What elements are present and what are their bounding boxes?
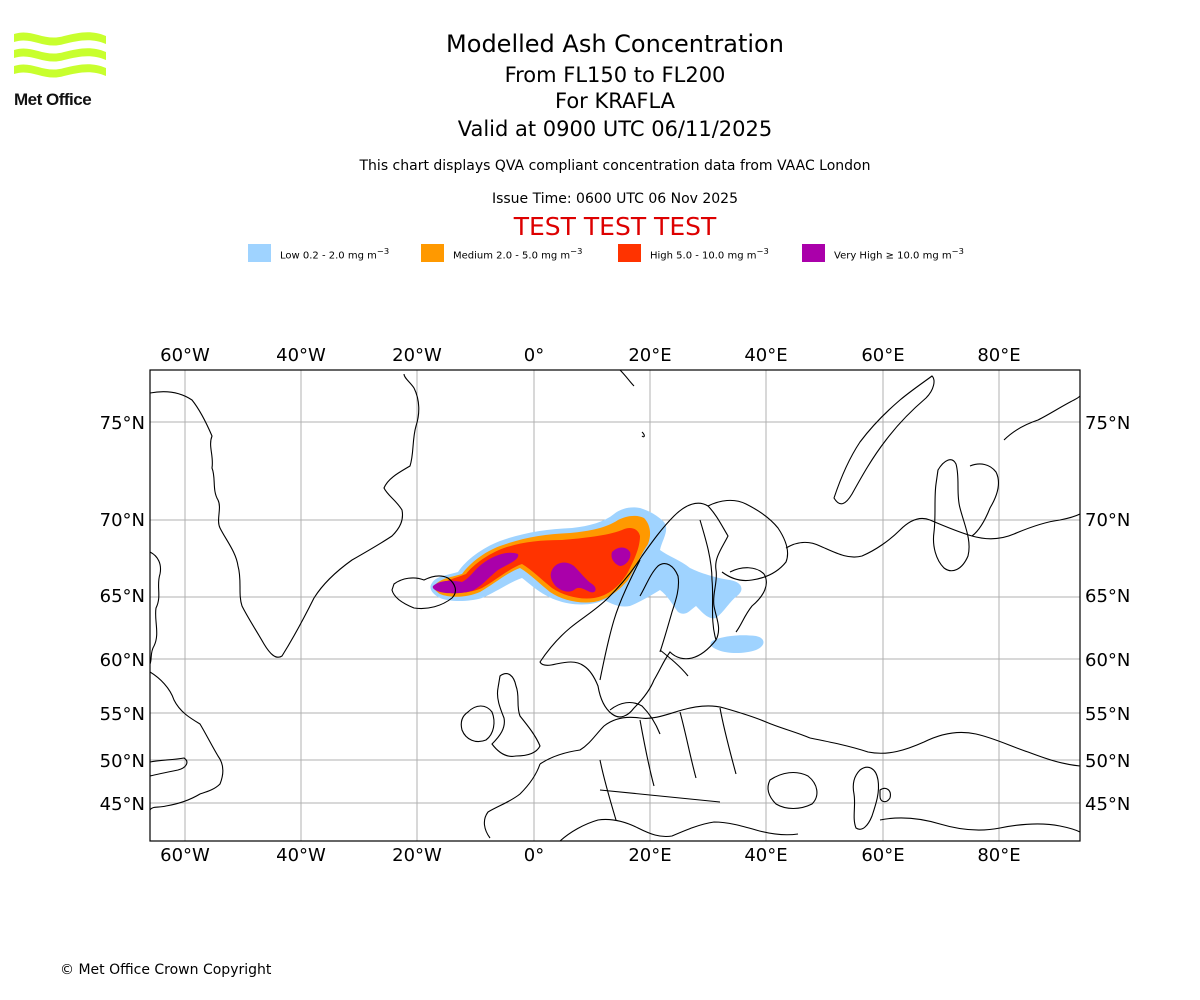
flight-level-range: From FL150 to FL200 <box>504 63 726 87</box>
chart-description: This chart displays QVA compliant concen… <box>359 158 871 174</box>
longitude-labels-bottom: 60°W 40°W 20°W 0° 20°E 40°E 60°E 80°E <box>160 845 1020 866</box>
lon-label-top-80e: 80°E <box>977 345 1020 366</box>
coast-russia-north <box>785 513 1080 558</box>
coast-labrador <box>150 671 224 811</box>
coast-taymyr <box>1003 395 1080 441</box>
lat-label-left-55n: 55°N <box>100 704 145 725</box>
lon-label-bottom-60w: 60°W <box>160 845 210 866</box>
border-norway-sweden <box>599 559 641 681</box>
lat-label-left-60n: 60°N <box>100 650 145 671</box>
coast-aral <box>879 787 891 803</box>
coast-gydan <box>969 463 999 537</box>
lon-label-bottom-60e: 60°E <box>861 845 904 866</box>
met-office-waves-icon <box>14 32 106 78</box>
lat-label-right-70n: 70°N <box>1085 510 1130 531</box>
lat-label-left-45n: 45°N <box>100 794 145 815</box>
coast-caspian <box>852 766 880 830</box>
coast-greenland <box>150 373 420 658</box>
latitude-labels-left: 75°N 70°N 65°N 60°N 55°N 50°N 45°N <box>100 413 145 815</box>
coast-baltic <box>609 649 689 735</box>
lat-label-right-55n: 55°N <box>1085 704 1130 725</box>
legend-label-high: High 5.0 - 10.0 mg m <box>650 250 757 262</box>
longitude-labels-top: 60°W 40°W 20°W 0° 20°E 40°E 60°E 80°E <box>160 345 1020 366</box>
legend-swatch-high <box>618 244 641 262</box>
met-office-logo: Met Office <box>14 30 110 112</box>
lat-label-left-65n: 65°N <box>100 586 145 607</box>
map-frame <box>149 369 1081 842</box>
legend-swatch-very-high <box>802 244 825 262</box>
coast-black-sea <box>767 771 818 810</box>
coast-yamal <box>932 459 970 572</box>
valid-time: Valid at 0900 UTC 06/11/2025 <box>457 117 773 141</box>
lon-label-top-20e: 20°E <box>628 345 671 366</box>
coastlines <box>150 370 1080 841</box>
lon-label-top-40w: 40°W <box>276 345 326 366</box>
lon-label-top-40e: 40°E <box>744 345 787 366</box>
lat-label-left-50n: 50°N <box>100 751 145 772</box>
lon-label-top-0: 0° <box>524 345 544 366</box>
ash-area-high <box>438 528 640 599</box>
volcano-name: For KRAFLA <box>555 89 675 113</box>
lon-label-top-60e: 60°E <box>861 345 904 366</box>
lat-label-right-75n: 75°N <box>1085 413 1130 434</box>
lon-label-top-60w: 60°W <box>160 345 210 366</box>
ash-area-very-high-east <box>611 547 631 566</box>
lat-label-left-70n: 70°N <box>100 510 145 531</box>
legend-exp-very-high: −3 <box>951 246 964 256</box>
legend-swatch-medium <box>421 244 444 262</box>
lat-label-left-75n: 75°N <box>100 413 145 434</box>
lon-label-bottom-40e: 40°E <box>744 845 787 866</box>
coast-novaya-zemlya <box>833 375 935 505</box>
coast-bothnia <box>639 563 680 653</box>
legend-label-low: Low 0.2 - 2.0 mg m <box>280 250 377 262</box>
graticule <box>150 370 1080 841</box>
lat-label-right-45n: 45°N <box>1085 794 1130 815</box>
lon-label-bottom-0: 0° <box>524 845 544 866</box>
lon-label-bottom-40w: 40°W <box>276 845 326 866</box>
latitude-labels-right: 75°N 70°N 65°N 60°N 55°N 50°N 45°N <box>1085 413 1130 815</box>
lon-label-bottom-20w: 20°W <box>392 845 442 866</box>
copyright-notice: © Met Office Crown Copyright <box>60 962 272 978</box>
border-kazakhstan <box>809 731 1080 767</box>
coast-mediterranean <box>559 818 799 841</box>
coast-kola <box>707 499 789 633</box>
legend-exp-high: −3 <box>756 246 769 256</box>
ash-area-low-east <box>710 635 764 653</box>
chart-title: Modelled Ash Concentration <box>446 30 784 58</box>
test-banner: TEST TEST TEST <box>513 212 717 241</box>
legend-swatch-low <box>248 244 271 262</box>
border-europe-inner <box>599 707 737 821</box>
lon-label-bottom-80e: 80°E <box>977 845 1020 866</box>
ash-area-very-high-west <box>432 552 519 594</box>
ash-plume <box>430 507 764 653</box>
coast-britain <box>491 673 541 757</box>
border-finland-russia <box>699 519 717 641</box>
coast-gulf <box>150 757 188 777</box>
legend-label-medium: Medium 2.0 - 5.0 mg m <box>453 250 571 262</box>
coast-svalbard <box>619 370 645 438</box>
coast-canada <box>150 551 162 665</box>
lat-label-right-65n: 65°N <box>1085 586 1130 607</box>
coast-ireland <box>460 705 495 743</box>
legend-exp-low: −3 <box>376 246 390 256</box>
border-central-asia <box>879 817 1080 833</box>
lat-label-right-50n: 50°N <box>1085 751 1130 772</box>
coast-europe-north <box>539 705 811 765</box>
issue-time: Issue Time: 0600 UTC 06 Nov 2025 <box>491 191 739 207</box>
ash-area-very-high-central <box>550 562 596 593</box>
coast-europe-west <box>483 763 541 839</box>
met-office-wordmark: Met Office <box>14 90 92 109</box>
lon-label-top-20w: 20°W <box>392 345 442 366</box>
lon-label-bottom-20e: 20°E <box>628 845 671 866</box>
coast-iceland <box>391 575 457 610</box>
legend-label-very-high: Very High ≥ 10.0 mg m <box>834 250 952 262</box>
legend-exp-medium: −3 <box>570 246 583 256</box>
lat-label-right-60n: 60°N <box>1085 650 1130 671</box>
